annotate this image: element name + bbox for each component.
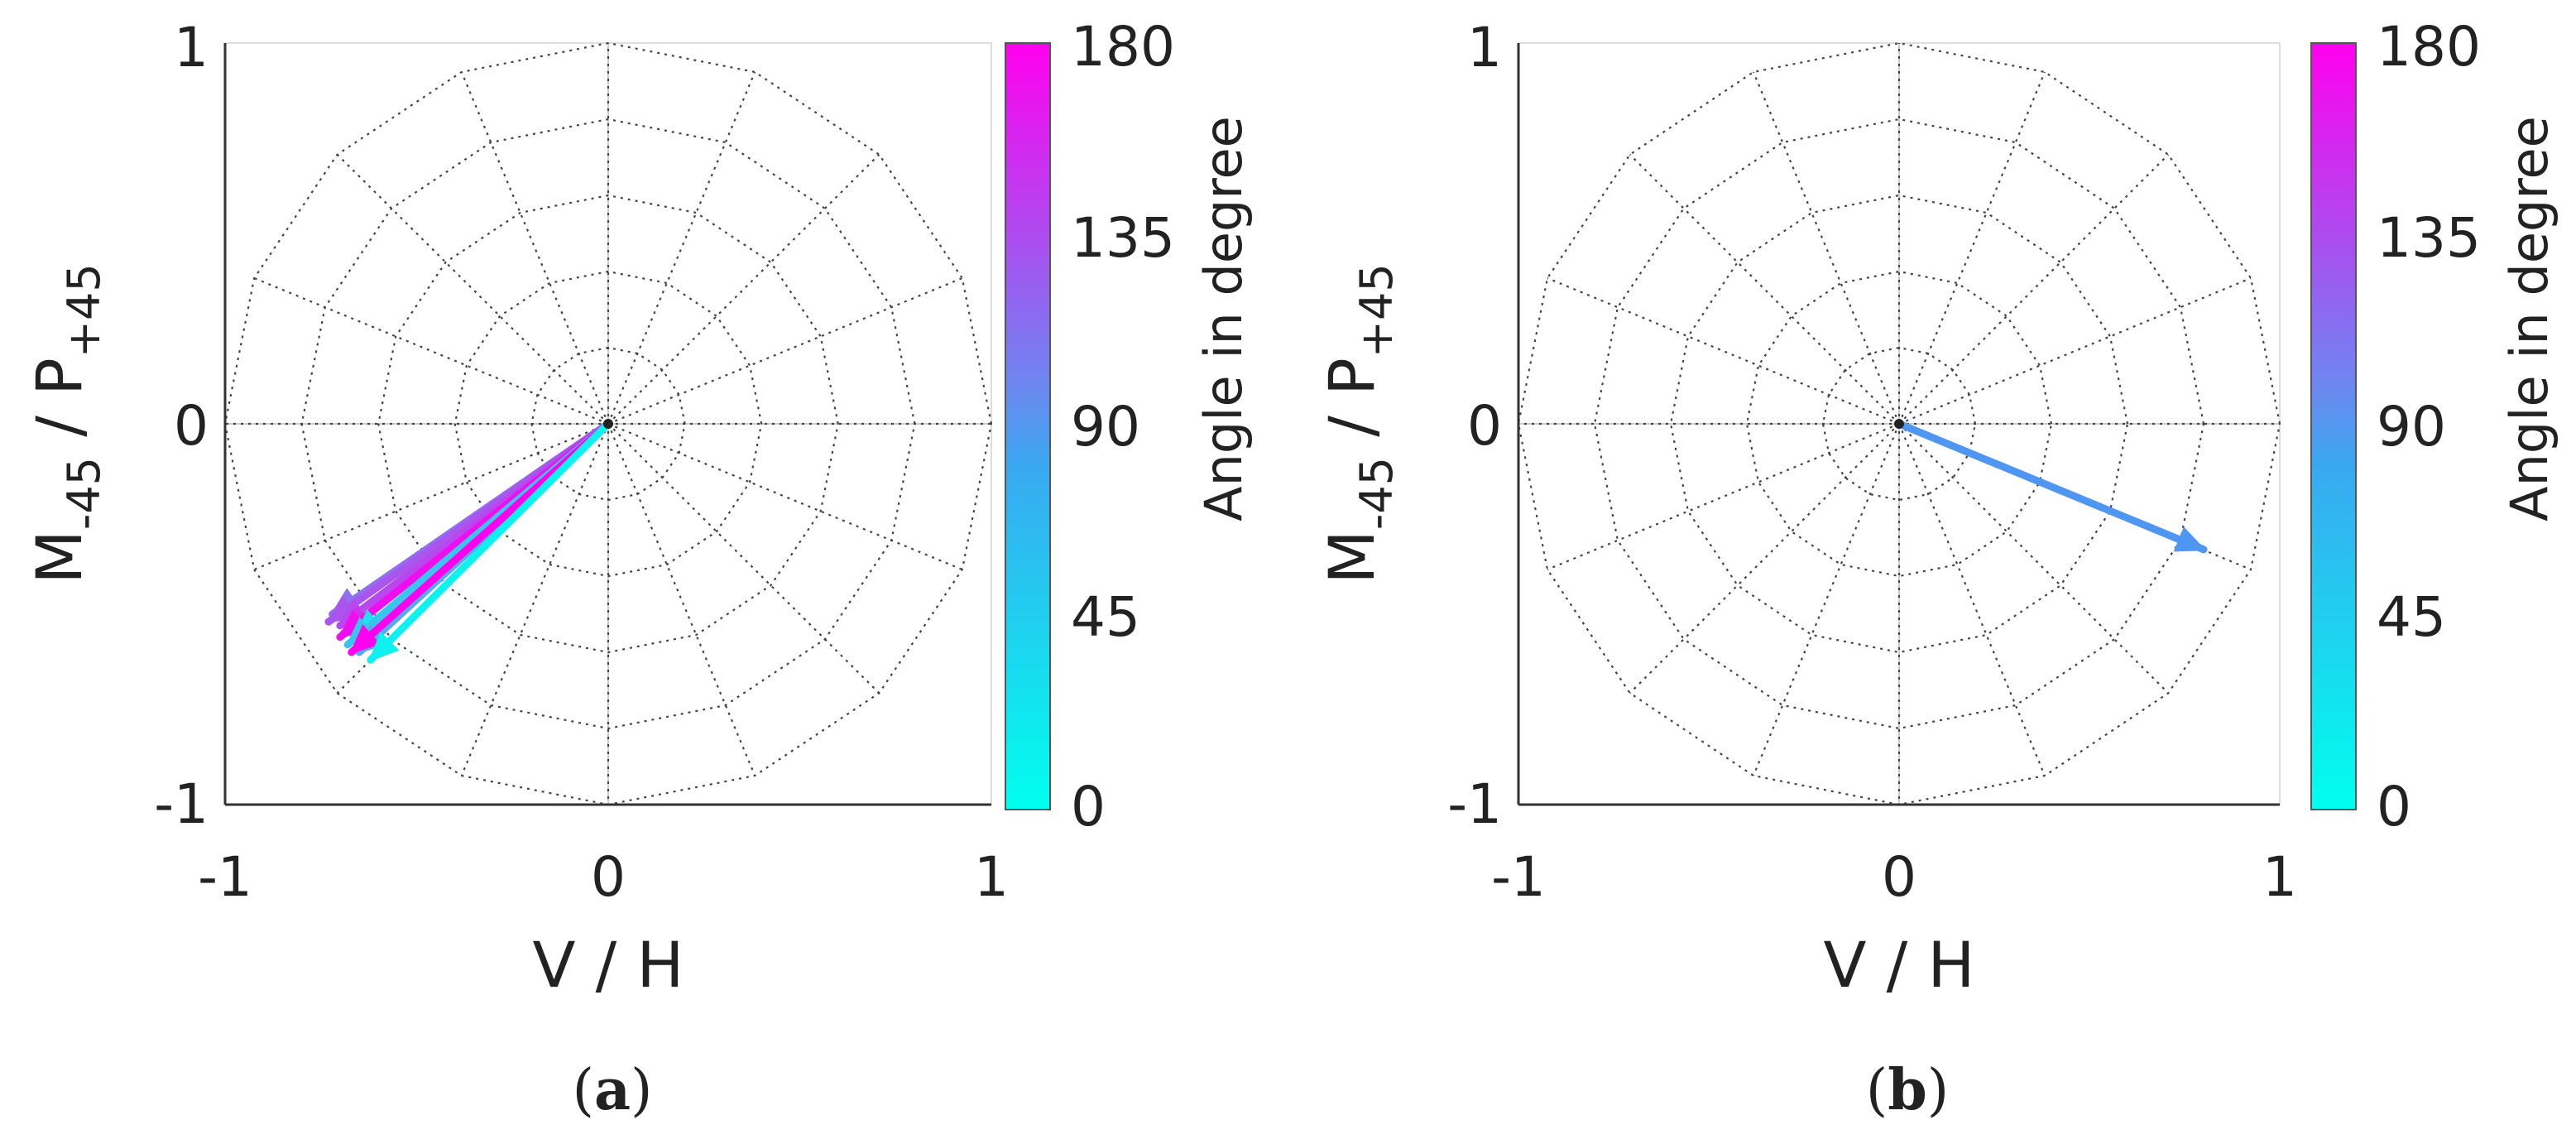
vector-arrowhead — [2173, 526, 2207, 552]
colorbar-gradient — [1005, 42, 1051, 810]
colorbar-tick: 135 — [2377, 206, 2481, 270]
colorbar-tick: 45 — [2377, 585, 2446, 649]
vector-shaft — [367, 420, 612, 664]
x-axis-label: V / H — [532, 928, 684, 1002]
vector-shaft — [1895, 420, 2208, 554]
x-tick-label: -1 — [1491, 845, 1546, 909]
x-axis-label: V / H — [1823, 928, 1974, 1002]
y-axis-label: M-45 / P+45 — [22, 263, 110, 584]
colorbar-b: 180 135 90 45 0 Angle in degree — [2310, 15, 2559, 839]
origin-dot — [1894, 419, 1904, 429]
grid-ring — [377, 194, 839, 654]
panel-a: -1 0 1 1 0 -1 V / H M-45 / P+45 180 135 … — [22, 15, 1254, 1123]
vectors-b — [1894, 419, 2208, 554]
x-tick-label: 0 — [591, 845, 626, 909]
colorbar-tick: 0 — [2377, 775, 2411, 839]
y-label-mid: / P — [22, 358, 96, 457]
x-tick-label: 1 — [2262, 845, 2297, 909]
x-tick-label: 0 — [1882, 845, 1916, 909]
colorbar-gradient — [2310, 42, 2357, 810]
origin-dot — [603, 419, 613, 429]
colorbar-tick: 45 — [1071, 585, 1140, 649]
polar-grid-b — [1517, 41, 2281, 806]
y-tick-label: -1 — [1447, 772, 1502, 836]
y-label-main: M — [22, 530, 96, 584]
panel-caption-a: (a) — [572, 1057, 652, 1123]
grid-ring — [1745, 270, 2053, 578]
colorbar-tick: 180 — [1071, 15, 1175, 79]
y-axis-label: M-45 / P+45 — [1315, 263, 1403, 584]
colorbar-tick: 0 — [1071, 775, 1106, 839]
colorbar-a: 180 135 90 45 0 Angle in degree — [1005, 15, 1254, 839]
y-tick-label: -1 — [154, 772, 209, 836]
y-tick-label: 1 — [174, 16, 209, 79]
plot-area-b — [1517, 41, 2281, 806]
y-label-sub: -45 — [58, 457, 110, 530]
grid-ring — [1517, 41, 2281, 806]
colorbar-tick: 90 — [2377, 395, 2446, 459]
grid-ring — [453, 270, 763, 578]
y-label-main: M — [1315, 530, 1389, 584]
colorbar-tick: 180 — [2377, 15, 2481, 79]
x-tick-label: -1 — [198, 845, 252, 909]
grid-ring — [1821, 346, 1977, 502]
panel-b: -1 0 1 1 0 -1 V / H M-45 / P+45 180 135 … — [1315, 15, 2559, 1123]
vector-arrowhead — [368, 631, 400, 662]
colorbar-label: Angle in degree — [1193, 116, 1254, 522]
vectors-a — [324, 419, 613, 664]
colorbar-label: Angle in degree — [2499, 116, 2559, 522]
y-label-sub: -45 — [1350, 457, 1403, 530]
x-tick-label: 1 — [974, 845, 1009, 909]
y-label-mid: / P — [1315, 358, 1389, 457]
y-tick-label: 0 — [174, 394, 209, 458]
y-label-sub: +45 — [58, 263, 110, 358]
colorbar-tick: 135 — [1071, 206, 1175, 270]
vector-arrowhead — [349, 624, 381, 655]
y-tick-label: 1 — [1467, 16, 1502, 79]
y-tick-label: 0 — [1467, 394, 1502, 458]
panel-caption-b: (b) — [1866, 1057, 1950, 1123]
colorbar-tick: 90 — [1071, 395, 1140, 459]
y-label-sub: +45 — [1350, 263, 1403, 358]
plot-area-a — [223, 41, 993, 806]
